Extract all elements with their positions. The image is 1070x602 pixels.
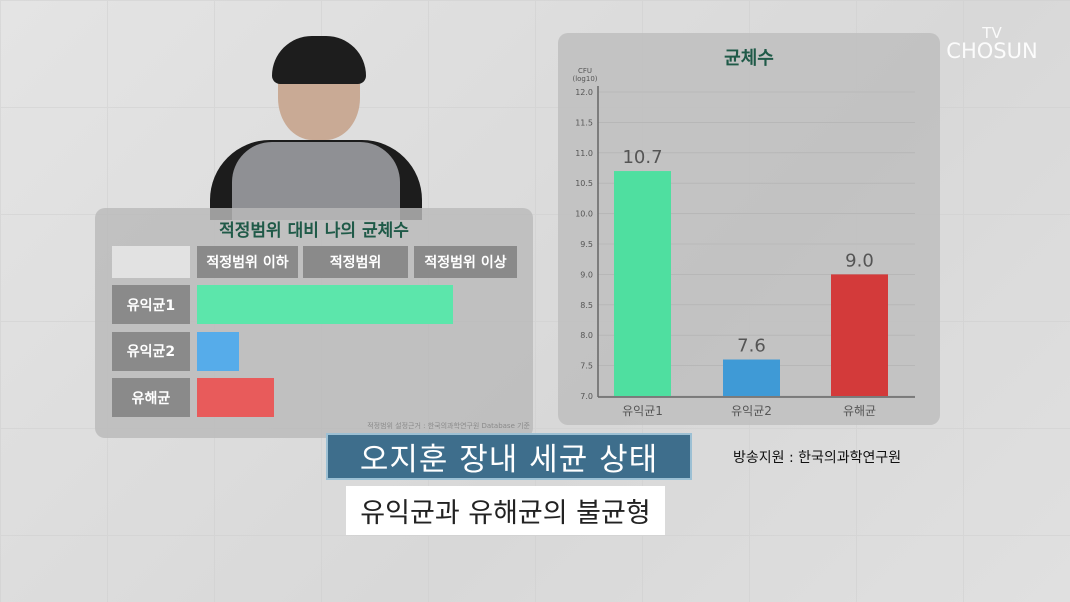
y-tick-label: 10.0 bbox=[575, 210, 593, 219]
y-tick-label: 11.5 bbox=[575, 118, 593, 127]
x-tick-label: 유해균 bbox=[843, 404, 876, 418]
range-chart-title: 적정범위 대비 나의 균체수 bbox=[219, 221, 409, 241]
broadcast-credit: 방송지원 : 한국의과학연구원 bbox=[733, 450, 902, 466]
column-header: 적정범위 bbox=[303, 246, 408, 278]
range-bar bbox=[197, 331, 239, 371]
data-label: 9.0 bbox=[845, 250, 874, 271]
row-label: 유해균 bbox=[112, 378, 190, 417]
bar-chart-title: 균체수 bbox=[724, 48, 774, 69]
row-label: 유익균1 bbox=[112, 285, 190, 324]
data-label: 10.7 bbox=[622, 147, 662, 168]
column-header: 적정범위 이상 bbox=[414, 246, 517, 278]
bar-유익균1 bbox=[614, 171, 671, 396]
caption-subtitle: 유익균과 유해균의 불균형 bbox=[346, 486, 665, 535]
range-bar bbox=[197, 378, 274, 417]
y-tick-label: 9.0 bbox=[580, 270, 593, 279]
caption-title: 오지훈 장내 세균 상태 bbox=[326, 433, 692, 480]
range-bar bbox=[197, 285, 453, 324]
y-tick-label: 7.0 bbox=[580, 392, 593, 401]
bar-유해균 bbox=[831, 274, 888, 396]
y-tick-label: 8.0 bbox=[580, 331, 593, 340]
y-tick-label: 7.5 bbox=[580, 362, 593, 371]
y-tick-label: 10.5 bbox=[575, 179, 593, 188]
y-axis-label: (log10) bbox=[572, 75, 597, 83]
x-tick-label: 유익균1 bbox=[622, 404, 663, 418]
footnote: 적정범위 설정근거 : 한국의과학연구원 Database 기준 bbox=[367, 422, 530, 430]
y-tick-label: 9.5 bbox=[580, 240, 593, 249]
x-tick-label: 유익균2 bbox=[731, 404, 772, 418]
header-blank-cell bbox=[112, 246, 190, 278]
y-axis-label: CFU bbox=[578, 67, 592, 75]
column-header: 적정범위 이하 bbox=[197, 246, 298, 278]
bar-유익균2 bbox=[723, 359, 780, 396]
channel-logo: TV CHOSUN bbox=[946, 24, 1038, 63]
row-label: 유익균2 bbox=[112, 331, 190, 371]
y-tick-label: 11.0 bbox=[575, 149, 593, 158]
data-label: 7.6 bbox=[737, 336, 766, 357]
y-tick-label: 8.5 bbox=[580, 301, 593, 310]
y-tick-label: 12.0 bbox=[575, 88, 593, 97]
